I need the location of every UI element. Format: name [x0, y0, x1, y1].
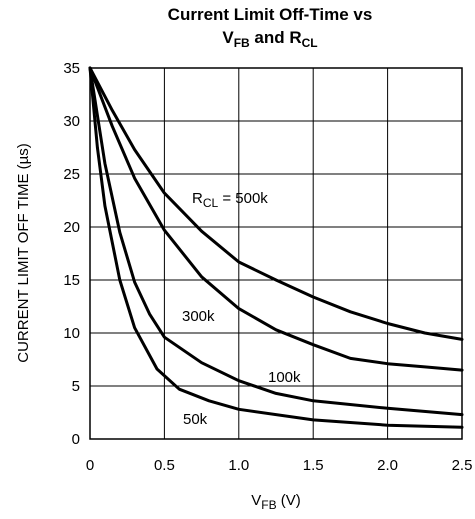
series-lines: [88, 66, 464, 429]
y-tick-label: 0: [72, 431, 80, 448]
y-axis-title: CURRENT LIMIT OFF TIME (µs): [15, 143, 32, 362]
chart-title-line1: Current Limit Off-Time vs: [168, 5, 373, 24]
chart-title-line2: VFB and RCL: [222, 28, 317, 50]
curve-label-50k: 50k: [183, 411, 208, 428]
series-line-300k: [88, 66, 464, 372]
curve-label-500k: RCL = 500k: [192, 190, 268, 210]
x-tick-label: 1.0: [228, 457, 249, 474]
y-tick-label: 10: [63, 325, 80, 342]
curve-label-300k: 300k: [182, 308, 215, 325]
x-tick-label: 0.5: [154, 457, 175, 474]
y-tick-label: 15: [63, 272, 80, 289]
x-tick-label: 1.5: [303, 457, 324, 474]
series-line-100k: [88, 66, 464, 417]
y-tick-label: 5: [72, 378, 80, 395]
x-tick-labels: 0 0.5 1.0 1.5 2.0 2.5: [86, 457, 473, 474]
x-tick-label: 2.0: [377, 457, 398, 474]
x-tick-label: 2.5: [452, 457, 473, 474]
y-tick-label: 20: [63, 219, 80, 236]
y-tick-label: 25: [63, 166, 80, 183]
x-tick-label: 0: [86, 457, 94, 474]
series-line-500k: [88, 66, 464, 341]
series-line-50k: [88, 66, 464, 429]
curve-label-100k: 100k: [268, 369, 301, 386]
y-tick-labels: 0 5 10 15 20 25 30 35: [63, 60, 80, 448]
y-tick-label: 30: [63, 113, 80, 130]
y-tick-label: 35: [63, 60, 80, 77]
plot-frame: [89, 67, 463, 440]
x-axis-title: VFB (V): [251, 492, 301, 512]
